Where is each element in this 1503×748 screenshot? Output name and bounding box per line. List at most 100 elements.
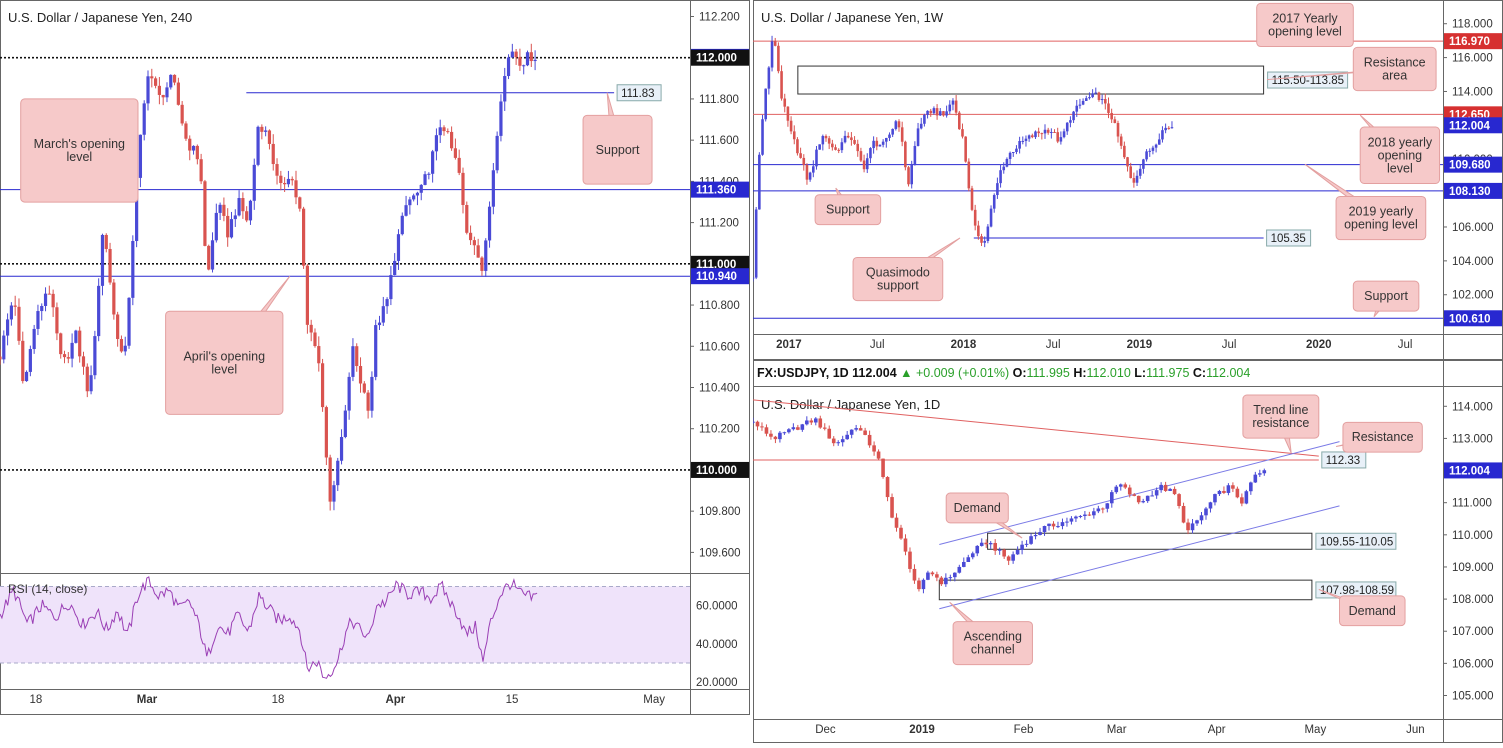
candle-body bbox=[885, 477, 890, 498]
h4-chart[interactable]: U.S. Dollar / Japanese Yen, 240 112.200 11… bbox=[0, 0, 750, 715]
candle-body bbox=[66, 357, 70, 359]
y-tick-label: 114.000 bbox=[1452, 401, 1493, 413]
candle-body bbox=[1148, 150, 1152, 152]
candle-body bbox=[854, 428, 858, 430]
callout-box bbox=[582, 114, 653, 185]
candle-body bbox=[979, 542, 984, 546]
callout-text: Support bbox=[1364, 289, 1408, 303]
candle-body bbox=[1104, 99, 1107, 104]
candle-body bbox=[923, 114, 926, 124]
candle-body bbox=[127, 297, 131, 346]
y-tick-label: 111.600 bbox=[699, 135, 739, 147]
callout-box bbox=[165, 310, 284, 415]
candle-body bbox=[104, 234, 108, 249]
candle-body bbox=[1056, 132, 1060, 142]
candle-body bbox=[1161, 130, 1164, 140]
candle-body bbox=[805, 164, 809, 180]
candle-body bbox=[472, 240, 476, 246]
candle-body bbox=[1011, 151, 1015, 153]
candle-body bbox=[782, 432, 787, 434]
candle-body bbox=[1129, 166, 1133, 179]
candle-body bbox=[9, 305, 13, 320]
candle-body bbox=[188, 138, 192, 151]
candle-body bbox=[1110, 112, 1113, 120]
candle-body bbox=[916, 128, 920, 146]
price-label: 110.000 bbox=[696, 465, 737, 477]
price-label-box bbox=[1444, 462, 1502, 479]
candle-body bbox=[294, 180, 298, 198]
h4-chart-panel[interactable]: U.S. Dollar / Japanese Yen, 240 112.200 11… bbox=[0, 0, 750, 715]
y-tick-label: 113.000 bbox=[1452, 433, 1493, 445]
candle-body bbox=[32, 328, 36, 350]
candle-body bbox=[984, 542, 989, 545]
candle-body bbox=[81, 356, 86, 367]
symbol-header: FX:USDJPY, 1D 112.004 ▲ +0.009 (+0.01%) … bbox=[757, 366, 1250, 380]
candle-body bbox=[1062, 131, 1066, 138]
candle-body bbox=[150, 76, 154, 79]
candle-body bbox=[862, 160, 866, 170]
candle-body bbox=[191, 145, 196, 151]
candle-body bbox=[522, 65, 526, 67]
candle-body bbox=[926, 110, 929, 115]
y-tick-label: 110.800 bbox=[699, 300, 740, 312]
candle-body bbox=[813, 418, 818, 423]
level-tag: 105.35 bbox=[1271, 233, 1306, 245]
daily-chart-panel[interactable]: FX:USDJPY, 1D 112.004 ▲ +0.009 (+0.01%) … bbox=[751, 360, 1503, 743]
candle-body bbox=[1024, 138, 1028, 141]
candle-body bbox=[245, 211, 249, 221]
candle-body bbox=[899, 527, 903, 539]
candle-body bbox=[1123, 145, 1126, 158]
y-tick-label: 104.000 bbox=[1452, 256, 1494, 268]
price-label-box bbox=[1444, 182, 1502, 199]
candle-body bbox=[1043, 129, 1047, 134]
candle-body bbox=[834, 147, 837, 150]
candle-body bbox=[446, 131, 450, 133]
candle-body bbox=[791, 427, 796, 430]
candle-body bbox=[233, 215, 237, 220]
candle-body bbox=[1127, 487, 1132, 495]
x-tick-label: Jul bbox=[870, 339, 885, 351]
candle-body bbox=[1240, 497, 1244, 504]
rsi-label: RSI (14, close) bbox=[8, 582, 87, 596]
candle-body bbox=[773, 436, 778, 440]
daily-chart[interactable]: FX:USDJPY, 1D 112.004 ▲ +0.009 (+0.01%) … bbox=[751, 360, 1503, 743]
candle-body bbox=[945, 111, 948, 116]
weekly-chart[interactable]: U.S. Dollar / Japanese Yen, 1W 118.000 116… bbox=[751, 0, 1503, 360]
rsi-band bbox=[0, 586, 690, 664]
candle-body bbox=[1038, 532, 1042, 535]
candle-body bbox=[408, 199, 412, 206]
candle-body bbox=[1040, 133, 1044, 135]
candle-body bbox=[948, 577, 953, 579]
candle-body bbox=[917, 580, 921, 590]
candle-body bbox=[1168, 488, 1172, 491]
candle-body bbox=[309, 324, 313, 333]
candle-body bbox=[267, 130, 272, 144]
candle-body bbox=[491, 170, 495, 207]
candle-body bbox=[921, 579, 926, 590]
candle-body bbox=[751, 421, 755, 423]
trend-line bbox=[752, 399, 1319, 457]
candle-body bbox=[761, 119, 764, 155]
candle-body bbox=[400, 215, 404, 235]
candle-body bbox=[1037, 131, 1040, 134]
candle-body bbox=[317, 346, 321, 364]
candle-body bbox=[1123, 484, 1128, 488]
zone-rect bbox=[797, 65, 1265, 95]
candle-body bbox=[172, 74, 177, 83]
candle-body bbox=[1258, 473, 1262, 475]
candle-body bbox=[525, 52, 530, 66]
price-label: 112.004 bbox=[1449, 120, 1491, 132]
callout-text: channel bbox=[971, 643, 1015, 657]
candle-body bbox=[1163, 484, 1168, 491]
candle-body bbox=[1141, 501, 1145, 503]
price-label-box bbox=[1444, 117, 1502, 134]
candle-body bbox=[977, 225, 980, 237]
price-label-box bbox=[691, 255, 749, 272]
level-tag-box bbox=[616, 84, 662, 102]
candle-body bbox=[138, 134, 143, 178]
weekly-chart-panel[interactable]: U.S. Dollar / Japanese Yen, 1W 118.000 116… bbox=[751, 0, 1503, 360]
candle-body bbox=[112, 282, 116, 315]
candle-body bbox=[799, 153, 802, 158]
candle-body bbox=[461, 172, 465, 206]
candle-body bbox=[850, 137, 853, 141]
